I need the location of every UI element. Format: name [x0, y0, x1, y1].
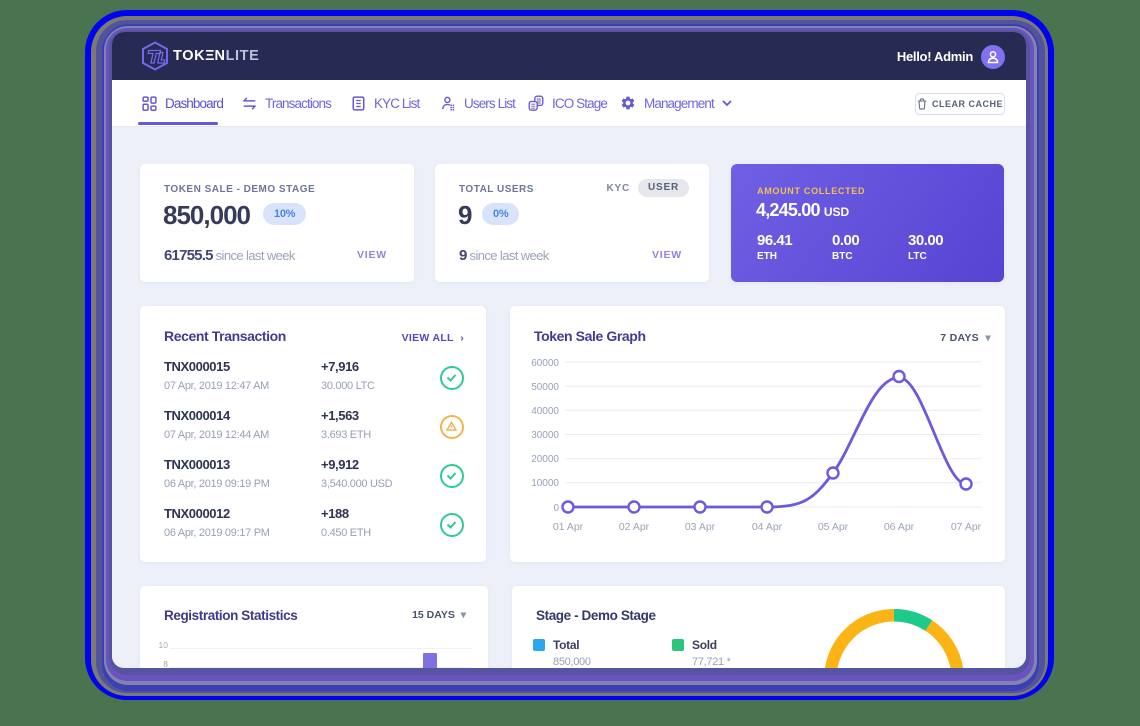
svg-text:02 Apr: 02 Apr	[619, 521, 650, 533]
svg-text:50000: 50000	[531, 382, 559, 393]
svg-text:06 Apr: 06 Apr	[884, 521, 915, 533]
svg-text:30000: 30000	[531, 430, 559, 441]
svg-text:10000: 10000	[531, 478, 559, 489]
svg-text:04 Apr: 04 Apr	[752, 521, 783, 533]
svg-text:0: 0	[553, 503, 559, 514]
svg-text:07 Apr: 07 Apr	[951, 521, 982, 533]
svg-text:20000: 20000	[531, 454, 559, 465]
svg-text:60000: 60000	[531, 358, 559, 369]
svg-text:01 Apr: 01 Apr	[553, 521, 584, 533]
svg-text:40000: 40000	[531, 406, 559, 417]
svg-text:05 Apr: 05 Apr	[818, 521, 849, 533]
svg-text:03 Apr: 03 Apr	[685, 521, 716, 533]
